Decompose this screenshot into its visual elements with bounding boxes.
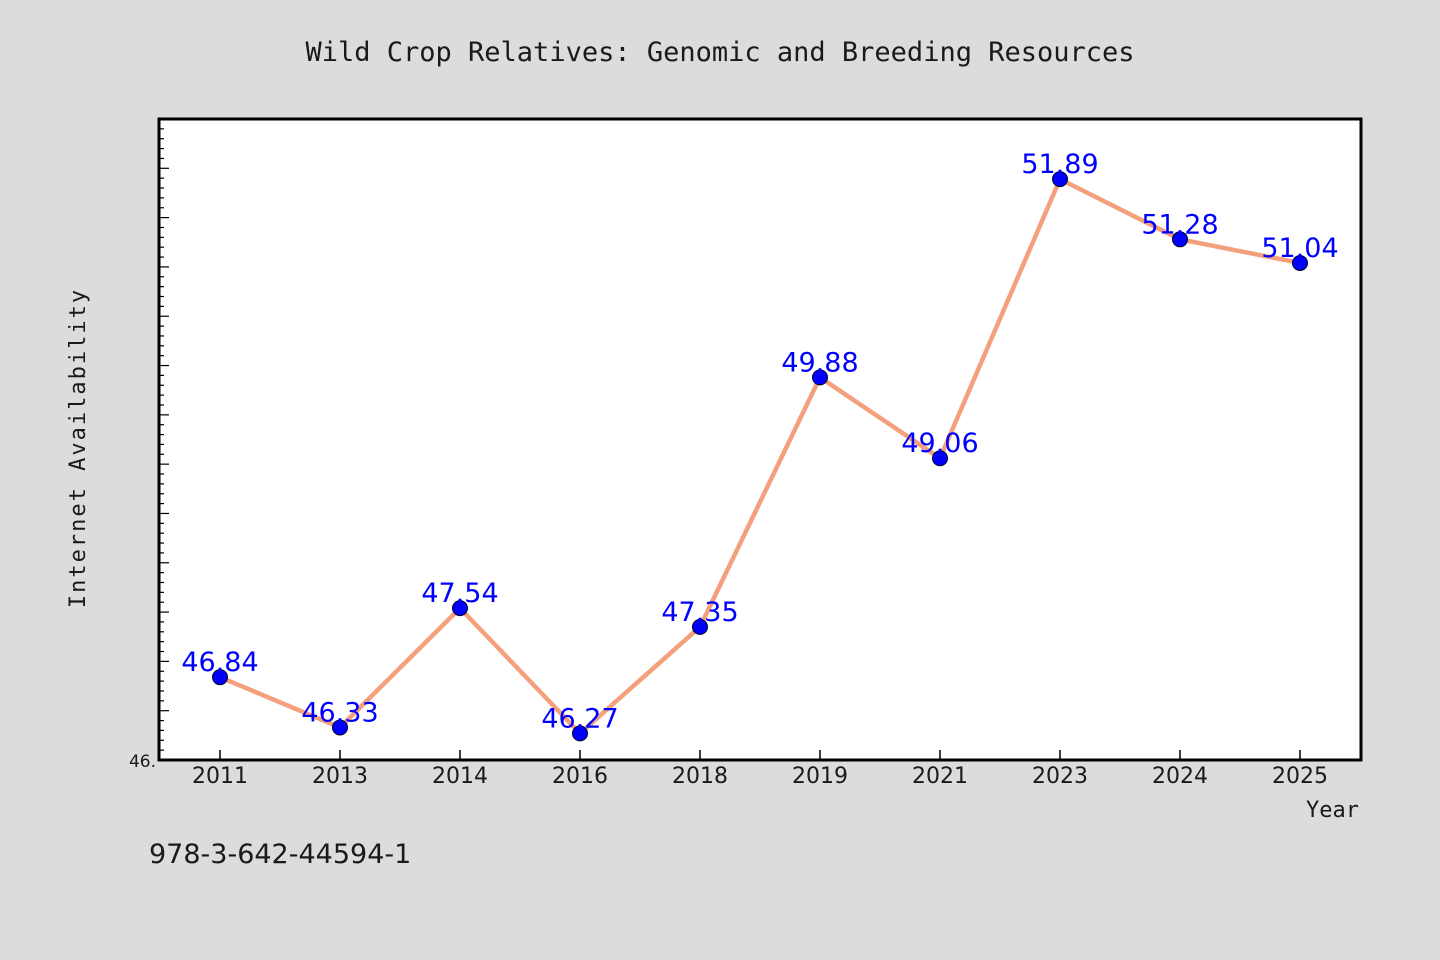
x-tick-label-2019: 2019 [792,764,848,789]
plot-area [157,117,1363,762]
data-labels-group: 46.84 46.33 47.54 46.27 47.35 49.88 49.06 51.89… [181,149,1338,734]
chart-title: Wild Crop Relatives: Genomic and Breedin… [305,37,1134,68]
x-tick-label-2025: 2025 [1272,764,1328,789]
data-label-2024: 51.28 [1141,209,1218,240]
data-point-2014 [452,600,468,617]
y-axis-ticks [159,128,169,751]
data-point-2016 [572,725,588,742]
data-label-2025: 51.04 [1261,233,1338,264]
data-point-2025 [1292,254,1308,271]
series-group [217,176,1303,736]
x-axis-label: Year [1306,798,1359,823]
y-tick-label: 46. [129,752,156,772]
data-label-2016: 46.27 [541,703,618,734]
data-point-2019 [812,369,828,386]
data-point-2018 [692,618,708,635]
data-label-2011: 46.84 [181,647,258,678]
x-tick-label-2021: 2021 [912,764,968,789]
data-label-2013: 46.33 [301,697,378,728]
series-line [217,176,1303,736]
data-point-2023 [1052,171,1068,188]
x-tick-label-2023: 2023 [1032,764,1088,789]
data-label-2019: 49.88 [781,347,858,378]
x-axis-tick-labels: 2011 2013 2014 2016 2018 2019 2021 2023 2024 2025 [192,764,1328,789]
x-tick-label-2013: 2013 [312,764,368,789]
data-point-2011 [212,669,228,686]
data-point-2024 [1172,231,1188,248]
data-label-2023: 51.89 [1021,149,1098,180]
footnote-isbn: 978-3-642-44594-1 [149,839,411,870]
x-tick-label-2014: 2014 [432,764,488,789]
x-tick-label-2016: 2016 [552,764,608,789]
y-axis-label: Internet Availability [66,288,91,608]
data-label-2014: 47.54 [421,578,498,609]
markers-group [212,171,1308,742]
data-point-2013 [332,719,348,736]
data-label-2018: 47.35 [661,597,738,628]
data-label-2021: 49.06 [901,428,978,459]
x-axis-ticks [219,750,1301,760]
data-point-2021 [932,450,948,467]
x-tick-label-2011: 2011 [192,764,248,789]
x-tick-label-2018: 2018 [672,764,728,789]
x-tick-label-2024: 2024 [1152,764,1208,789]
